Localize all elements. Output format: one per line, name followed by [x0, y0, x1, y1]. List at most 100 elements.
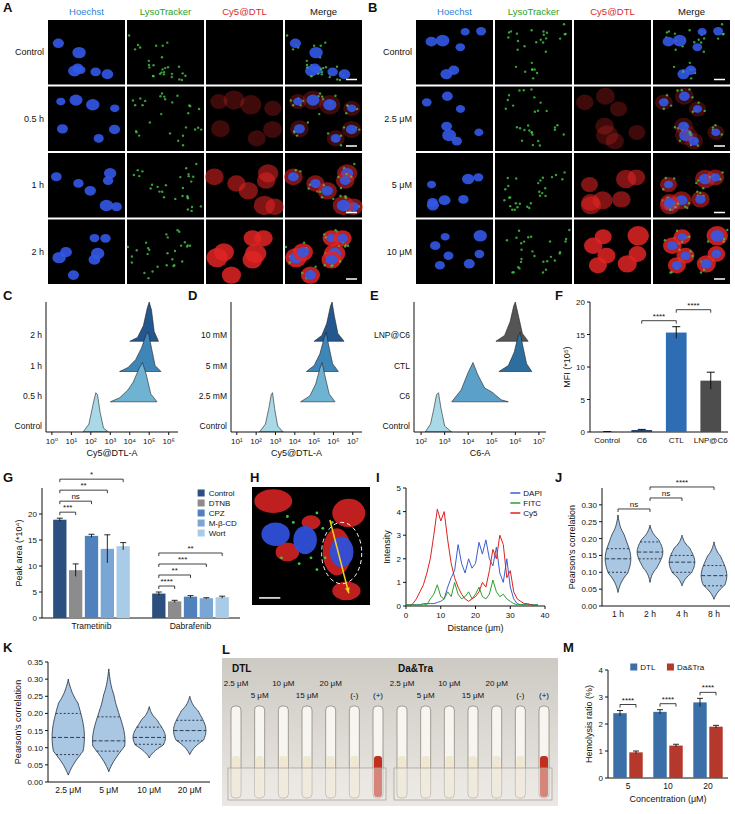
lysosome	[161, 56, 163, 58]
lysosome	[700, 271, 702, 273]
micrograph	[48, 87, 125, 152]
lysosome	[148, 64, 150, 66]
lysosome	[128, 34, 130, 36]
lysosome	[676, 230, 678, 232]
cell-signal	[211, 120, 230, 137]
q3-line	[640, 541, 660, 542]
y-tick	[403, 558, 406, 559]
y-axis	[414, 302, 415, 432]
image-background	[653, 20, 730, 85]
lysosome	[135, 131, 137, 133]
nucleus	[456, 105, 465, 113]
lysosome	[340, 144, 342, 146]
error-bar	[156, 592, 162, 595]
nucleus	[90, 234, 100, 242]
cell-signal	[627, 169, 645, 185]
x-tick-label: 0	[404, 611, 409, 620]
error-bar	[617, 711, 623, 716]
x-tick	[468, 432, 469, 435]
x-tick	[440, 606, 441, 609]
lysosome	[161, 92, 163, 94]
lysosome	[556, 124, 558, 126]
significance-label: ****	[687, 301, 699, 310]
column-header: LysoTracker	[508, 6, 560, 17]
x-axis	[414, 432, 546, 433]
density-curve	[83, 393, 108, 432]
x-axis	[48, 782, 210, 783]
lysosome	[350, 176, 352, 178]
significance-label: ****	[702, 683, 714, 692]
lysosome	[530, 236, 532, 238]
significance-label: ***	[178, 555, 187, 564]
lysosome	[144, 100, 146, 102]
bar	[85, 536, 98, 618]
lysosome	[161, 68, 163, 70]
lysosome	[181, 260, 183, 262]
cell-signal	[689, 101, 706, 116]
q1-line	[56, 754, 80, 755]
lysosome	[166, 252, 168, 254]
cell-signal	[685, 133, 703, 149]
lysosome	[531, 68, 533, 70]
lysosome	[286, 34, 288, 36]
q3-line	[98, 716, 120, 717]
series-label: 2 h	[30, 330, 42, 340]
series-label: 1 h	[30, 361, 42, 371]
x-tick	[491, 432, 492, 435]
y-tick	[599, 589, 602, 590]
lysosome	[310, 556, 313, 559]
lysosome	[187, 175, 189, 177]
y-tick-label: 2	[599, 720, 604, 729]
plot-marks	[83, 302, 161, 432]
lysosome	[550, 256, 552, 258]
lysosome	[563, 171, 565, 173]
lysosome	[721, 171, 723, 173]
y-tick-label: 0.05	[27, 761, 43, 770]
y-tick	[403, 488, 406, 489]
lysosome	[554, 259, 556, 261]
y-tick-label: 0	[581, 428, 586, 437]
bar	[669, 746, 682, 778]
nucleus	[667, 241, 677, 250]
significance-bracket	[159, 553, 222, 556]
x-tick	[475, 606, 476, 609]
bar	[597, 431, 618, 432]
nucleus	[441, 122, 452, 131]
y-tick	[587, 334, 590, 335]
cell-signal	[589, 257, 607, 273]
lysosome	[688, 29, 690, 31]
cell-signal	[248, 130, 266, 146]
lysosome	[532, 77, 534, 79]
lysosome	[306, 64, 308, 66]
lysosome	[695, 182, 697, 184]
lysosome	[676, 89, 678, 91]
x-tick	[51, 432, 52, 435]
lysosome	[555, 174, 557, 176]
q1-line	[135, 744, 164, 745]
nucleus	[448, 66, 459, 75]
lysosome	[673, 66, 675, 68]
lysosome	[176, 94, 178, 96]
tube-label: 15 μM	[462, 691, 485, 700]
nucleus	[89, 255, 101, 265]
lysosome	[524, 71, 526, 73]
lysosome	[151, 184, 153, 186]
nucleus	[85, 186, 96, 196]
lysosome	[515, 237, 517, 239]
lysosome	[516, 206, 518, 208]
lysosome	[531, 250, 533, 252]
lysosome	[674, 32, 676, 34]
lysosome	[171, 258, 173, 260]
lysosome	[298, 562, 301, 565]
significance-label: ***	[63, 503, 72, 512]
lysosome	[186, 244, 188, 246]
cell-signal	[333, 230, 351, 246]
lysosome	[509, 196, 511, 198]
scale-bar	[714, 278, 725, 280]
column-header: Hoechst	[69, 6, 104, 17]
nucleus	[339, 69, 351, 79]
lysosome	[327, 132, 329, 134]
lysosome	[532, 144, 534, 146]
series-label: Control	[200, 421, 228, 431]
lysosome	[549, 240, 551, 242]
